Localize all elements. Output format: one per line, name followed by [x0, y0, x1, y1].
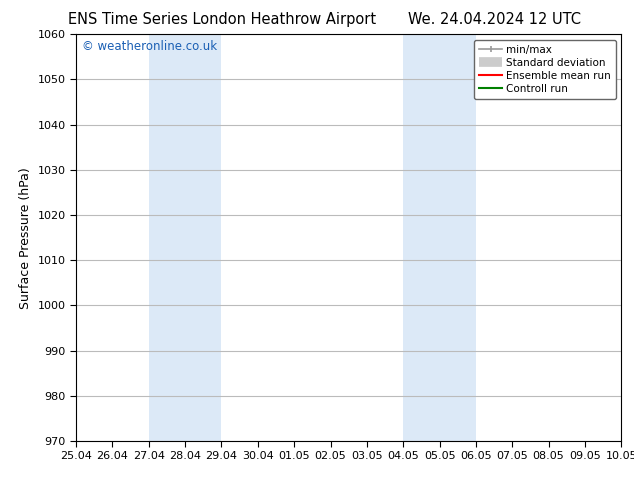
Text: We. 24.04.2024 12 UTC: We. 24.04.2024 12 UTC: [408, 12, 581, 27]
Text: © weatheronline.co.uk: © weatheronline.co.uk: [82, 40, 217, 53]
Bar: [403, 34, 476, 441]
Legend: min/max, Standard deviation, Ensemble mean run, Controll run: min/max, Standard deviation, Ensemble me…: [474, 40, 616, 99]
Text: ENS Time Series London Heathrow Airport: ENS Time Series London Heathrow Airport: [68, 12, 376, 27]
Y-axis label: Surface Pressure (hPa): Surface Pressure (hPa): [19, 167, 32, 309]
Bar: [149, 34, 221, 441]
